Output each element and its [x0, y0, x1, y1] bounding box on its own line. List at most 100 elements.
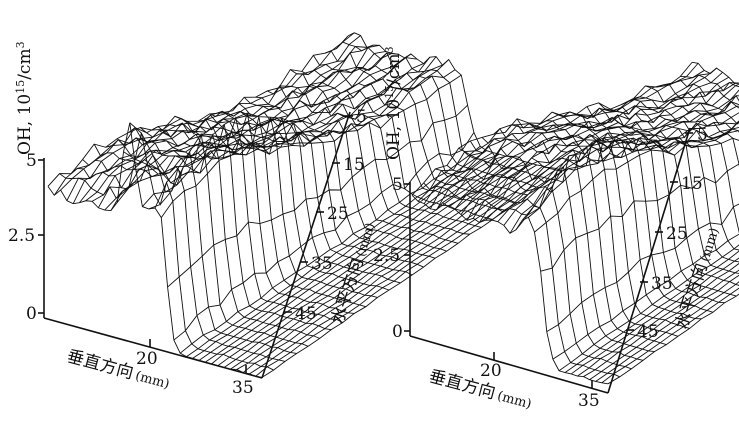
mesh-line-v — [336, 41, 551, 180]
right-y-tick-35: 35 — [651, 274, 673, 294]
mesh-line-u — [509, 120, 739, 234]
right-x-axis — [409, 335, 609, 394]
mesh-line-v — [621, 99, 739, 135]
left-y-tick-15: 15 — [343, 155, 365, 175]
mesh-line-u — [142, 64, 443, 207]
left-z-tick-0: 0 — [26, 304, 37, 324]
mesh-line-u — [411, 62, 693, 196]
mesh-line-u — [192, 152, 493, 359]
mesh-line-v — [691, 61, 739, 85]
mesh-line-v — [232, 102, 447, 252]
right-surface-mesh — [411, 61, 739, 385]
mesh-line-u — [442, 71, 723, 204]
left-y-tick-5: 5 — [356, 107, 367, 127]
right-x-tick-20: 20 — [480, 361, 502, 381]
mesh-line-u — [534, 137, 739, 233]
right-y-tick-15: 15 — [681, 174, 703, 194]
mesh-line-u — [521, 126, 739, 221]
mesh-line-u — [97, 52, 399, 208]
mesh-line-u — [223, 161, 525, 368]
right-z-axis-label: OH, 1015/cm3 — [383, 46, 404, 160]
right-y-tick-45: 45 — [637, 322, 659, 342]
right-z-tick-0: 0 — [392, 322, 403, 342]
mesh-line-u — [564, 250, 739, 373]
mesh-line-u — [255, 169, 556, 377]
mesh-line-u — [179, 145, 481, 354]
mesh-line-u — [53, 32, 355, 196]
mesh-line-v — [668, 79, 739, 102]
left-surface-mesh — [47, 32, 563, 378]
mesh-line-u — [528, 130, 739, 218]
left-z-axis — [38, 158, 45, 318]
right-y-axis — [607, 127, 693, 394]
mesh-line-u — [60, 35, 361, 191]
mesh-line-u — [497, 112, 739, 222]
mesh-line-u — [135, 56, 437, 184]
mesh-line-u — [570, 257, 739, 375]
mesh-line-u — [79, 44, 380, 203]
mesh-line-v — [469, 140, 667, 346]
mesh-line-u — [47, 35, 349, 187]
right-z-axis — [404, 182, 411, 336]
right-y-tick-25: 25 — [666, 224, 688, 244]
mesh-line-u — [230, 162, 531, 370]
mesh-line-u — [595, 281, 739, 382]
mesh-line-v — [656, 83, 739, 112]
mesh-line-v — [680, 74, 739, 92]
right-z-tick-2.5: 2.5 — [373, 246, 400, 266]
mesh-line-u — [249, 168, 550, 375]
right-panel: 0 2.5 5 OH, 1015/cm3 20 35 垂直方向(mm) 5 15… — [373, 46, 739, 412]
mesh-line-v — [633, 96, 739, 130]
mesh-line-u — [479, 95, 739, 223]
mesh-line-u — [429, 73, 711, 210]
mesh-line-v — [347, 32, 563, 173]
mesh-line-u — [72, 44, 374, 204]
mesh-line-u — [186, 150, 487, 357]
mesh-line-u — [466, 83, 739, 221]
left-y-tick-35: 35 — [311, 254, 333, 274]
mesh-line-u — [552, 233, 739, 360]
mesh-line-u — [607, 293, 739, 385]
mesh-line-u — [198, 153, 500, 361]
mesh-line-u — [423, 70, 705, 204]
left-panel: 0 2.5 5 OH, 1015/cm3 20 35 垂直方向(mm) 5 15 — [8, 32, 563, 398]
right-x-tick-35: 35 — [578, 391, 600, 411]
left-z-tick-5: 5 — [26, 151, 37, 171]
mesh-line-u — [448, 76, 729, 208]
right-z-tick-5: 5 — [392, 175, 403, 195]
mesh-line-u — [417, 62, 699, 202]
mesh-line-v — [59, 132, 274, 371]
mesh-line-u — [583, 269, 739, 377]
left-x-tick-35: 35 — [232, 378, 254, 398]
mesh-line-u — [261, 171, 563, 378]
left-x-axis — [43, 317, 263, 379]
left-y-tick-45: 45 — [295, 304, 317, 324]
left-y-axis — [261, 111, 353, 379]
mesh-line-v — [481, 137, 679, 337]
mesh-line-u — [116, 57, 418, 203]
mesh-line-u — [485, 101, 739, 221]
mesh-line-v — [645, 85, 739, 125]
right-y-tick-5: 5 — [697, 125, 708, 145]
mesh-line-u — [91, 52, 393, 202]
mesh-line-u — [167, 104, 468, 288]
left-x-tick-20: 20 — [136, 349, 158, 369]
left-z-axis-label: OH, 1015/cm3 — [14, 41, 35, 155]
left-z-tick-2.5: 2.5 — [8, 226, 35, 246]
left-y-tick-25: 25 — [327, 204, 349, 224]
mesh-line-u — [242, 165, 544, 373]
mesh-line-u — [211, 156, 512, 365]
mesh-line-u — [601, 287, 739, 384]
mesh-line-u — [160, 74, 462, 218]
mesh-line-u — [546, 203, 739, 333]
mesh-line-u — [454, 83, 736, 210]
mesh-line-u — [173, 132, 475, 341]
mesh-line-u — [66, 46, 367, 201]
mesh-line-u — [104, 57, 405, 211]
mesh-line-u — [154, 69, 456, 209]
mesh-line-u — [558, 244, 739, 372]
mesh-line-u — [589, 274, 739, 381]
mesh-line-u — [205, 155, 506, 363]
mesh-line-u — [148, 59, 450, 210]
